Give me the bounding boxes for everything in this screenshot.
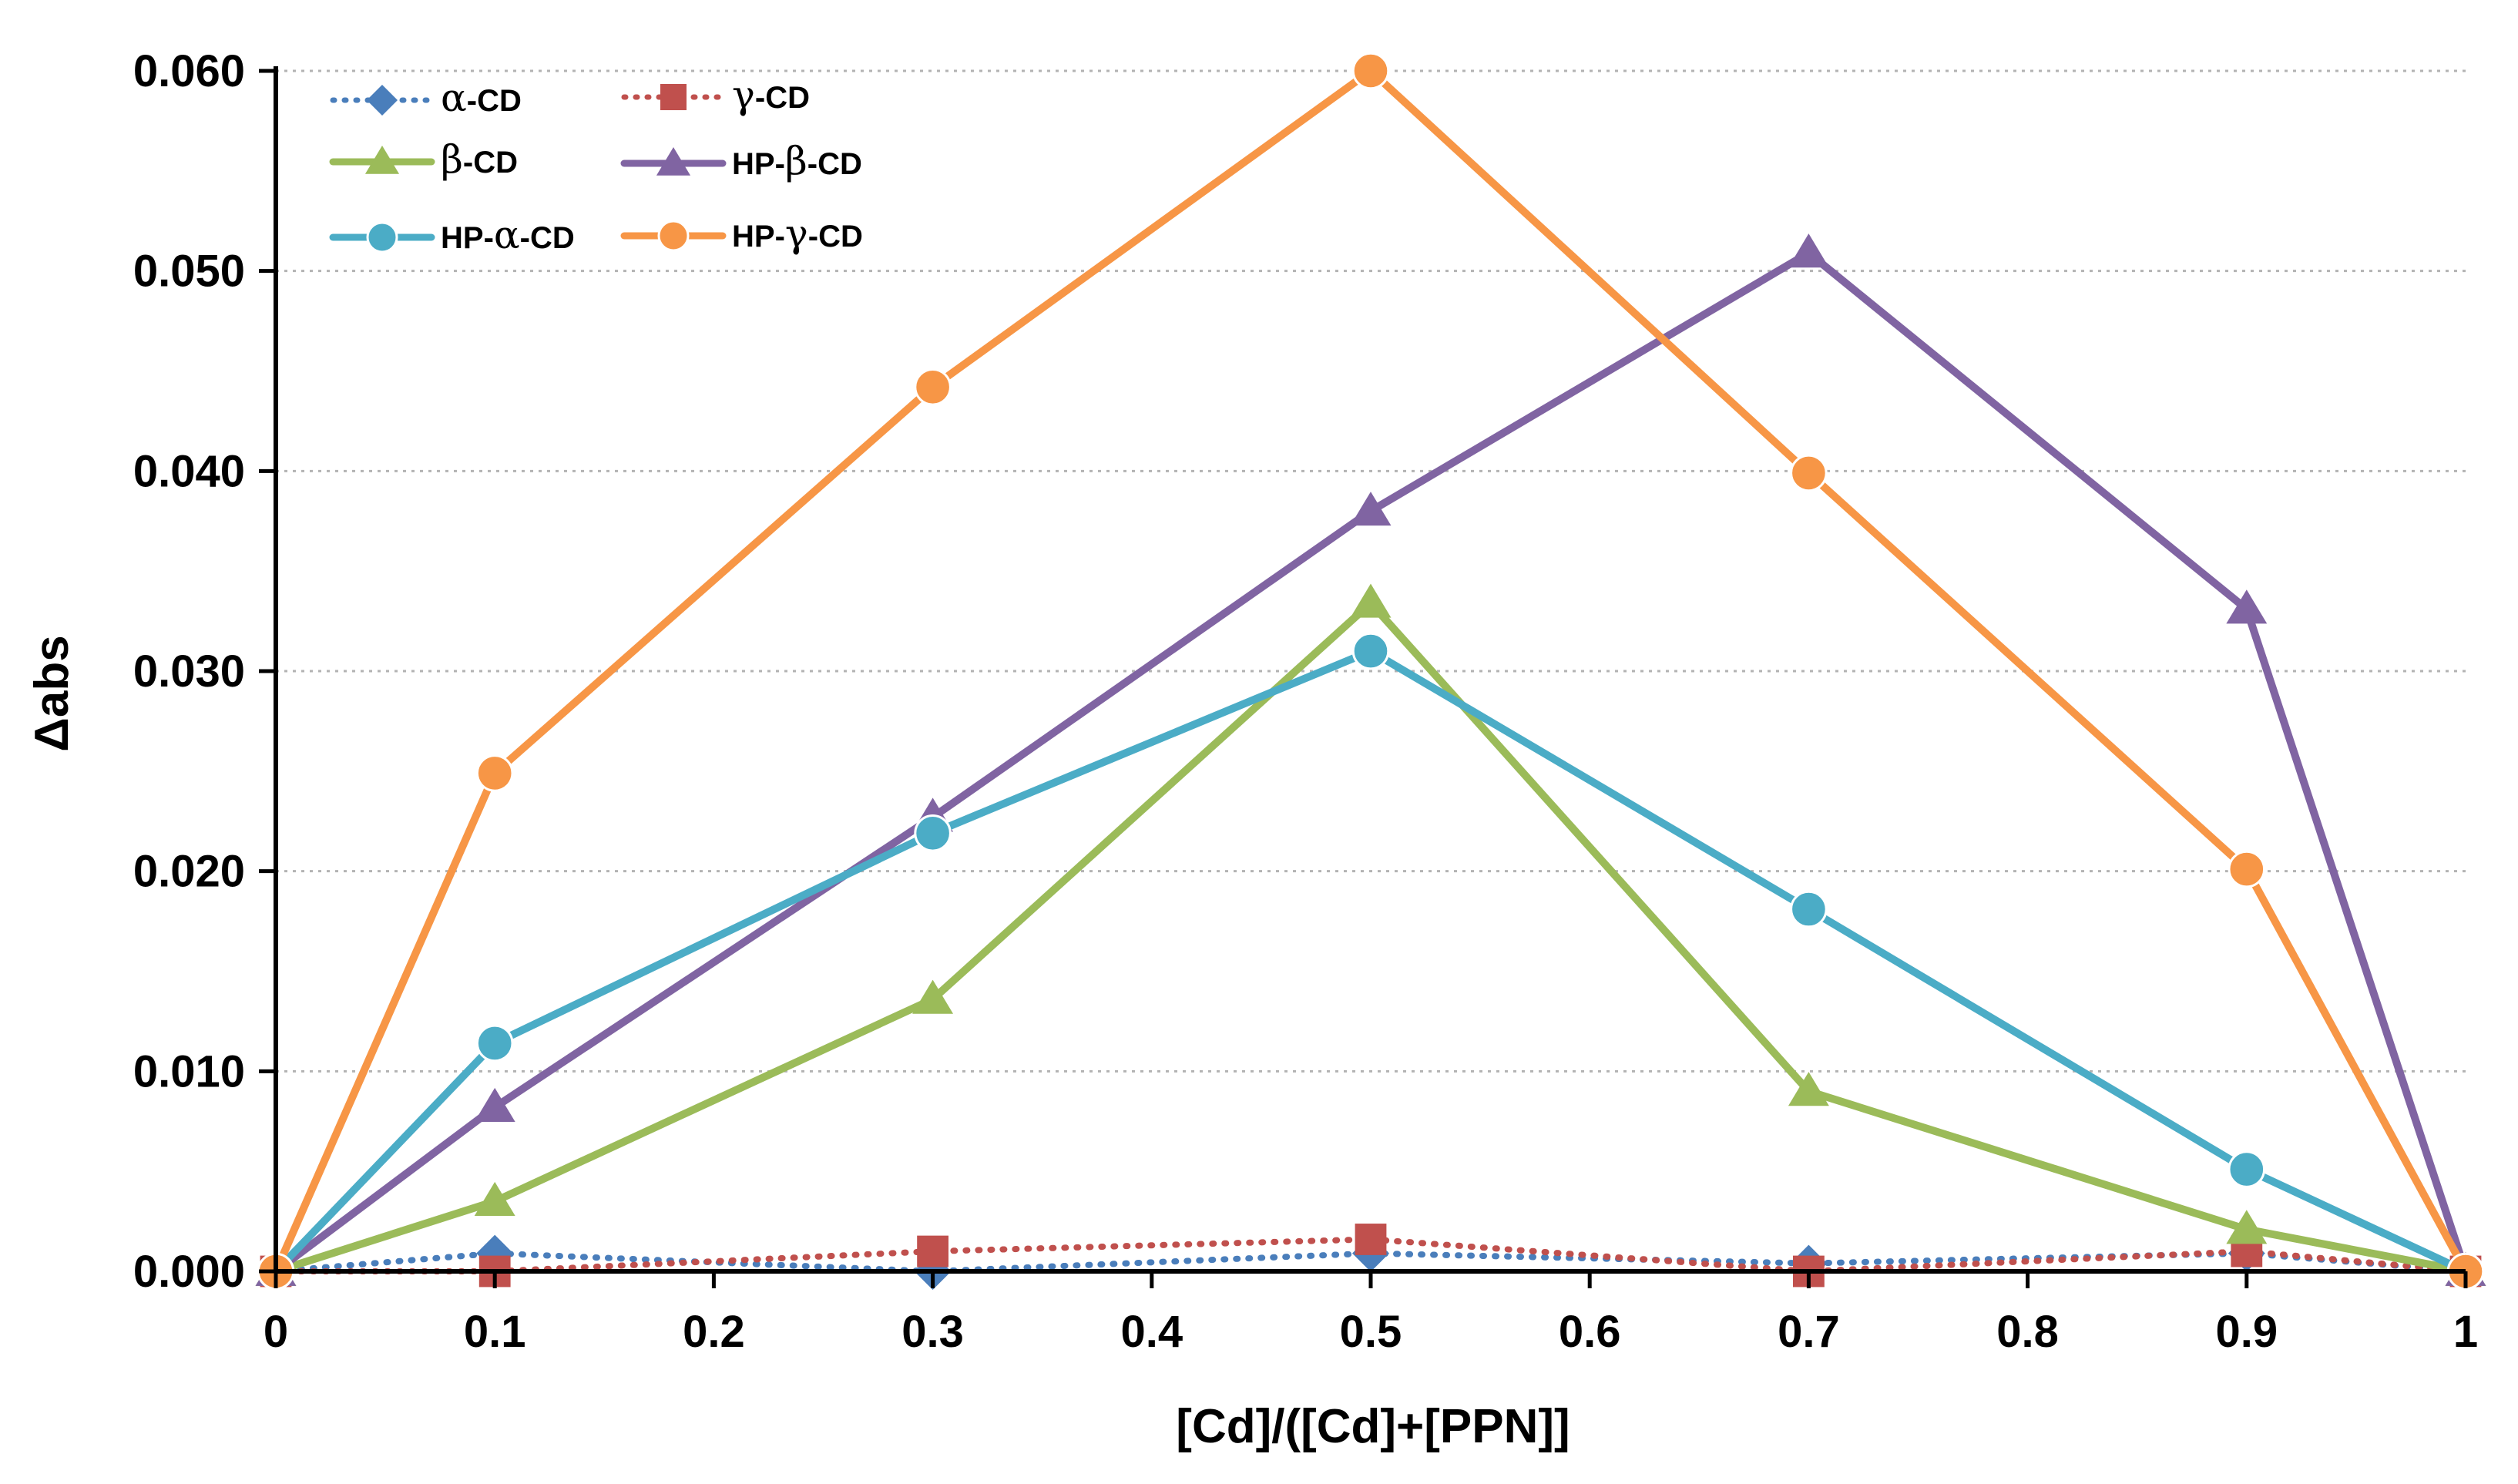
- data-point: [2228, 850, 2266, 888]
- legend-entry: HP-γ-CD: [620, 211, 863, 256]
- x-tick-label: 0.4: [1120, 1307, 1183, 1357]
- y-tick-label: 0.030: [133, 646, 245, 697]
- legend-entry: γ-CD: [621, 72, 810, 117]
- series-hp-cd: [257, 632, 2485, 1291]
- data-point: [917, 1235, 948, 1267]
- legend-label: γ-CD: [732, 72, 810, 117]
- y-tick-label: 0.050: [133, 247, 245, 297]
- y-tick-label: 0.010: [133, 1046, 245, 1096]
- data-point: [2226, 1210, 2268, 1244]
- x-tick-label: 0.8: [1996, 1307, 2059, 1357]
- legend-entry: β-CD: [329, 137, 518, 182]
- series-cd: [255, 583, 2486, 1286]
- y-tick-label: 0.000: [133, 1247, 245, 1297]
- data-point: [474, 1087, 515, 1122]
- x-axis-title: [Cd]/([Cd]+[PPN]]: [1176, 1400, 1570, 1453]
- legend-marker: [660, 84, 687, 110]
- y-tick-label: 0.060: [133, 46, 245, 96]
- series-line: [272, 599, 2469, 1275]
- y-axis-title: Δabs: [25, 635, 79, 751]
- data-point: [1351, 632, 1390, 670]
- legend-entry: α-CD: [330, 76, 522, 120]
- data-point: [914, 368, 952, 406]
- legend-marker: [366, 221, 398, 253]
- data-point: [1350, 492, 1392, 526]
- x-tick-label: 0.6: [1559, 1307, 1621, 1357]
- tick-labels: 0.000 0.010 0.020 0.030 0.040 0.050 0.060 0 0.1 0…: [133, 46, 2478, 1357]
- series-hp-cd: [255, 233, 2486, 1286]
- data-point: [1790, 890, 1828, 928]
- x-tick-label: 0.7: [1778, 1307, 1840, 1357]
- legend: α-CD γ-CD β-CD HP-β-CD HP-α-CD HP-γ-CD: [329, 72, 863, 257]
- data-point: [475, 754, 514, 792]
- y-tick-label: 0.020: [133, 847, 245, 897]
- legend-label: HP-α-CD: [441, 213, 575, 257]
- x-tick-label: 0.5: [1340, 1307, 1402, 1357]
- x-tick-label: 0.9: [2215, 1307, 2278, 1357]
- legend-entry: HP-β-CD: [620, 139, 862, 183]
- x-tick-label: 1: [2453, 1307, 2478, 1357]
- x-tick-label: 0: [264, 1307, 288, 1357]
- legend-label: HP-β-CD: [732, 139, 862, 183]
- legend-marker: [364, 146, 400, 174]
- legend-label: β-CD: [441, 137, 518, 182]
- legend-marker: [367, 85, 398, 116]
- legend-label: α-CD: [441, 76, 522, 120]
- data-point: [912, 979, 954, 1014]
- legend-marker: [656, 147, 691, 176]
- series-hp-cd: [257, 52, 2485, 1291]
- data-point: [914, 814, 952, 852]
- data-point: [474, 1181, 515, 1217]
- data-point: [1355, 1224, 1387, 1255]
- data-point: [2226, 589, 2268, 624]
- legend-label: HP-γ-CD: [732, 211, 863, 256]
- data-series: [255, 52, 2486, 1291]
- legend-entry: HP-α-CD: [329, 213, 575, 257]
- data-point: [2228, 1150, 2266, 1188]
- data-point: [1790, 454, 1828, 492]
- data-point: [1350, 583, 1392, 618]
- data-point: [1351, 52, 1390, 90]
- data-point: [1788, 1072, 1829, 1106]
- series-line: [272, 647, 2469, 1275]
- x-tick-label: 0.3: [901, 1307, 964, 1357]
- data-point: [475, 1024, 514, 1063]
- data-point: [1788, 233, 1829, 268]
- gridlines: [276, 69, 2466, 1073]
- y-tick-label: 0.040: [133, 446, 245, 496]
- x-tick-label: 0.2: [683, 1307, 745, 1357]
- axes: [259, 66, 2468, 1288]
- x-tick-label: 0.1: [464, 1307, 526, 1357]
- legend-marker: [657, 220, 690, 252]
- series-line: [272, 249, 2469, 1275]
